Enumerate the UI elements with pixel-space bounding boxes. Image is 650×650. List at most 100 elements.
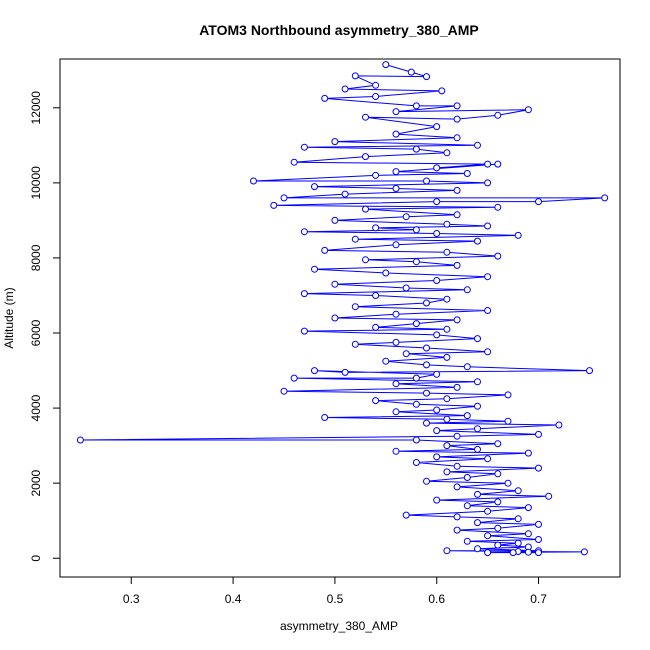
- data-point: [372, 171, 380, 179]
- data-point: [402, 213, 410, 221]
- data-point: [453, 316, 461, 324]
- data-point: [509, 549, 517, 557]
- data-point: [545, 492, 553, 500]
- data-point: [311, 367, 318, 375]
- data-point: [423, 344, 430, 352]
- y-axis: 0 2000 4000 6000 8000 10000 12000: [29, 91, 61, 562]
- data-point: [494, 498, 502, 506]
- x-axis: 0.3 0.4 0.5 0.6 0.7: [123, 576, 547, 606]
- data-point: [494, 160, 502, 168]
- data-point: [535, 520, 542, 528]
- data-point: [433, 453, 441, 461]
- data-point: [280, 387, 288, 395]
- data-point: [392, 108, 400, 116]
- data-point: [443, 468, 451, 476]
- data-point: [453, 383, 461, 391]
- data-point: [514, 539, 522, 547]
- data-point: [453, 134, 461, 142]
- y-tick-label: 4000: [29, 394, 43, 421]
- data-point: [453, 432, 461, 440]
- data-point: [514, 515, 522, 523]
- data-point: [412, 400, 420, 408]
- data-point: [300, 290, 308, 298]
- data-point: [474, 425, 481, 433]
- data-point: [423, 389, 430, 397]
- data-point: [463, 502, 471, 510]
- data-point: [412, 459, 420, 466]
- data-point: [433, 198, 441, 206]
- data-point: [331, 314, 339, 322]
- data-point: [300, 327, 308, 335]
- data-point: [474, 237, 481, 245]
- data-point: [474, 402, 481, 410]
- data-point: [423, 299, 430, 307]
- data-point: [311, 183, 318, 191]
- data-point: [474, 519, 481, 527]
- x-axis-label: asymmetry_380_AMP: [280, 619, 398, 633]
- data-point: [601, 194, 609, 202]
- data-point: [443, 325, 451, 333]
- data-point: [474, 545, 481, 553]
- data-point: [474, 490, 481, 498]
- y-tick-label: 2000: [29, 469, 43, 496]
- data-point: [290, 158, 298, 166]
- data-point: [524, 548, 532, 556]
- data-point: [524, 504, 532, 512]
- data-point: [423, 177, 430, 185]
- data-point: [412, 145, 420, 153]
- data-point: [494, 111, 502, 119]
- data-point: [463, 363, 471, 371]
- data-point: [514, 231, 522, 239]
- data-point: [372, 323, 380, 331]
- data-point: [474, 335, 481, 343]
- data-point: [443, 442, 451, 450]
- data-point: [402, 511, 410, 519]
- data-point: [453, 462, 461, 470]
- data-point: [351, 303, 359, 311]
- data-point: [463, 286, 471, 294]
- data-point: [433, 427, 441, 435]
- data-point: [382, 269, 390, 277]
- data-point: [484, 532, 492, 540]
- data-point: [412, 258, 420, 266]
- data-point: [484, 222, 492, 230]
- data-point: [392, 447, 400, 455]
- data-point: [504, 391, 512, 399]
- y-tick-label: 12000: [29, 91, 43, 125]
- x-tick-label: 0.6: [428, 592, 445, 606]
- data-point: [433, 496, 441, 504]
- data-point: [524, 530, 532, 538]
- data-point: [362, 256, 369, 264]
- data-point: [300, 143, 308, 151]
- data-point: [331, 216, 339, 224]
- data-point: [392, 241, 400, 249]
- data-point: [372, 224, 380, 232]
- data-point: [494, 440, 502, 448]
- data-point: [341, 190, 349, 198]
- data-point: [372, 397, 380, 405]
- data-point: [494, 541, 502, 549]
- y-tick-label: 6000: [29, 319, 43, 346]
- data-point: [463, 474, 471, 481]
- data-point: [351, 235, 359, 243]
- data-point: [382, 357, 390, 365]
- data-point: [443, 353, 451, 361]
- data-point: [392, 130, 400, 138]
- data-point: [453, 102, 461, 110]
- y-tick-label: 8000: [29, 244, 43, 271]
- data-point: [372, 93, 380, 100]
- data-point: [524, 449, 532, 457]
- y-tick-label: 0: [29, 555, 43, 562]
- data-point: [412, 320, 420, 328]
- x-tick-label: 0.4: [225, 592, 242, 606]
- data-point: [438, 87, 446, 95]
- data-point: [321, 414, 329, 421]
- data-point: [443, 547, 451, 555]
- data-point: [453, 211, 461, 219]
- data-point: [311, 265, 318, 273]
- data-point: [443, 395, 451, 403]
- data-point: [453, 483, 461, 491]
- data-point: [535, 549, 542, 557]
- data-point: [402, 350, 410, 358]
- data-points: [76, 61, 609, 557]
